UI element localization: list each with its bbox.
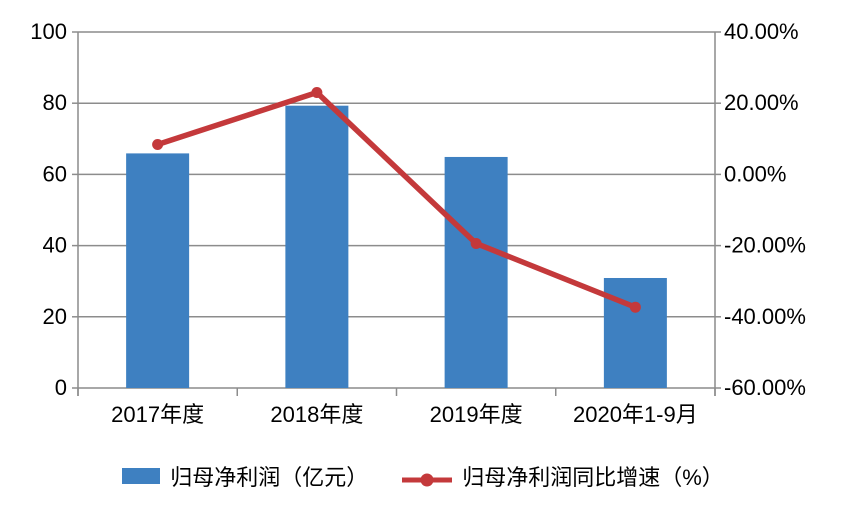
legend-item-bar: 归母净利润（亿元） (122, 460, 368, 492)
right-axis-tick-label: 0.00% (724, 161, 786, 186)
left-axis-tick-label: 80 (43, 90, 67, 115)
bar-2019年度 (444, 156, 508, 388)
left-axis-tick-label: 0 (55, 375, 67, 400)
left-axis-tick-label: 60 (43, 161, 67, 186)
right-axis-tick-label: 40.00% (724, 19, 799, 44)
growth-line-marker (152, 138, 164, 150)
right-axis-tick-label: -20.00% (724, 233, 806, 258)
x-axis-category-label: 2017年度 (111, 402, 204, 427)
right-axis-tick-label: 20.00% (724, 90, 799, 115)
right-axis-tick-label: -40.00% (724, 304, 806, 329)
legend-item-line: 归母净利润同比增速（%） (402, 460, 724, 492)
right-axis-tick-label: -60.00% (724, 375, 806, 400)
legend-bar-label: 归母净利润（亿元） (170, 465, 369, 490)
left-axis-tick-label: 40 (43, 233, 67, 258)
legend-line-label: 归母净利润同比增速（%） (462, 465, 724, 490)
bar-2017年度 (126, 153, 190, 388)
bar-2018年度 (285, 105, 349, 388)
combo-chart: 0 20 40 60 80 100 -60.00% -40.00% -20.00% 0.00% 20… (30, 19, 806, 427)
x-axis-category-label: 2018年度 (270, 402, 363, 427)
left-axis-tick-label: 20 (43, 304, 67, 329)
growth-line-marker (629, 301, 641, 313)
x-axis-category-label: 2019年度 (430, 402, 523, 427)
bar-series-swatch (122, 468, 161, 484)
growth-line (154, 89, 639, 310)
line-marker-icon (402, 473, 453, 487)
left-axis-tick-label: 100 (30, 19, 67, 44)
growth-line-marker (311, 87, 323, 99)
line-series-swatch (402, 468, 453, 487)
x-axis-category-label: 2020年1-9月 (573, 402, 698, 427)
growth-line-marker (470, 237, 482, 249)
bar-2020年1-9月 (603, 277, 667, 388)
legend: 归母净利润（亿元） 归母净利润同比增速（%） (0, 460, 846, 492)
